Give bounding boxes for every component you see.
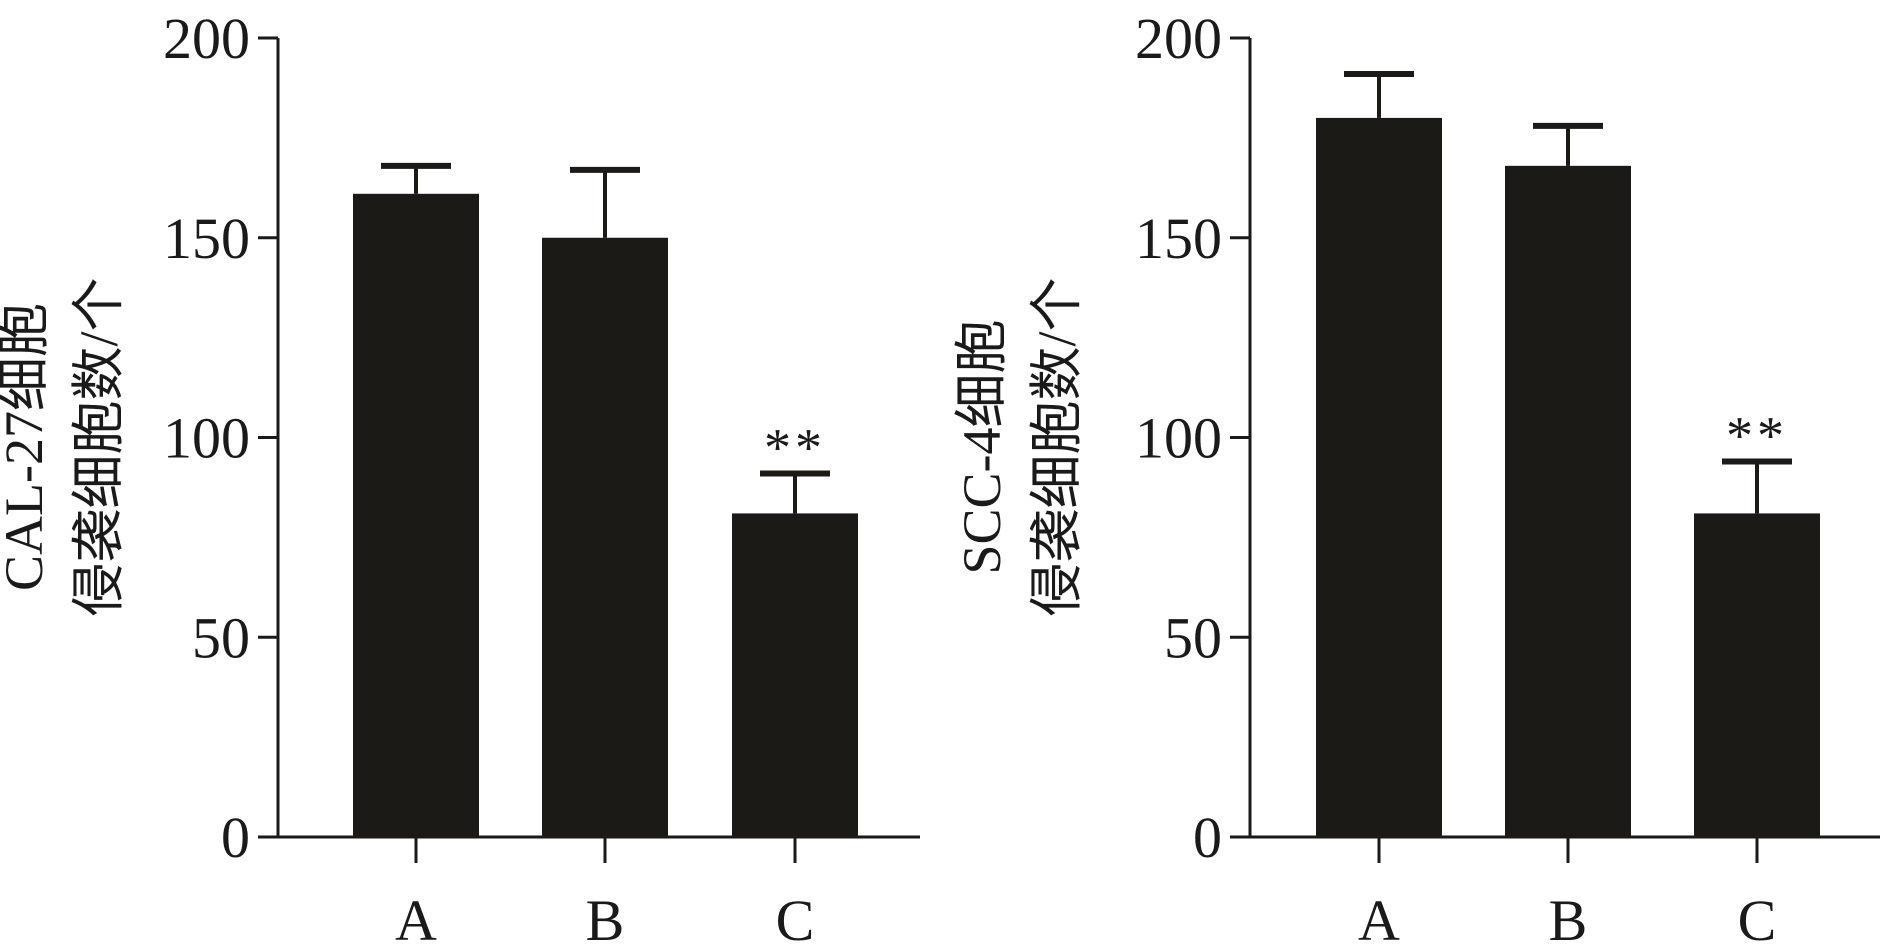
y-axis-label-line-2: 侵袭细胞数/个 (69, 277, 129, 616)
y-axis-label-line-1: SCC-4细胞 (952, 319, 1012, 574)
y-tick-label: 150 (163, 206, 250, 271)
bar-B (542, 237, 668, 837)
significance-annotation: ** (764, 417, 826, 477)
bar-C (1694, 513, 1820, 837)
chart-panel-2: 0 50 100 150 200 A B C ** SCC-4细胞 侵袭细胞数/个 (952, 6, 1880, 950)
y-tick-label: 200 (1135, 6, 1222, 71)
bar-A (1316, 117, 1442, 837)
bar-A (353, 193, 479, 837)
x-tick-label: A (395, 888, 437, 945)
y-axis-label-line-1: CAL-27细胞 (0, 303, 54, 591)
bar-B (1505, 165, 1631, 838)
y-tick-label: 50 (192, 605, 250, 670)
x-tick-label: C (776, 888, 815, 945)
x-tick-label: A (1358, 888, 1400, 945)
y-tick-label: 100 (1135, 406, 1222, 471)
y-tick-label: 200 (163, 6, 250, 71)
chart-panel-1: 0 50 100 150 200 A B C ** CAL-27细胞 侵袭细胞数/个 (0, 6, 920, 950)
y-tick-label: 0 (221, 805, 250, 870)
y-tick-label: 50 (1164, 605, 1222, 670)
bar-C (732, 513, 858, 837)
significance-annotation: ** (1726, 405, 1788, 465)
x-tick-label: B (586, 888, 625, 945)
x-tick-label: C (1738, 888, 1777, 945)
y-tick-label: 100 (163, 406, 250, 471)
y-tick-label: 0 (1193, 805, 1222, 870)
x-tick-label: B (1549, 888, 1588, 945)
y-axis-label-line-2: 侵袭细胞数/个 (1027, 277, 1087, 616)
y-tick-label: 150 (1135, 206, 1222, 271)
